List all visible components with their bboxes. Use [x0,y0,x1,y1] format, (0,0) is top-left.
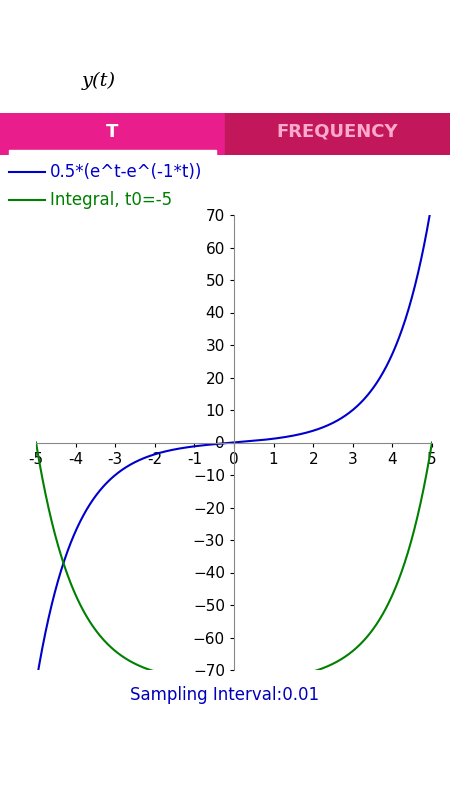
Text: ○: ○ [216,750,234,770]
Bar [0,113,225,155]
Text: ◁: ◁ [150,750,165,770]
Text: □: □ [284,751,301,769]
Text: Integral, t0=-5: Integral, t0=-5 [50,191,171,209]
Text: FREQUENCY: FREQUENCY [277,123,398,141]
Text: 70%  04:43: 70% 04:43 [380,30,441,41]
Text: T: T [106,123,119,141]
Bar [225,113,450,155]
Text: y(t): y(t) [82,71,116,90]
Text: 0.5*(e^t-e^(-1*t)): 0.5*(e^t-e^(-1*t)) [50,163,202,181]
Bar [9,150,216,155]
Text: Sampling Interval:0.01: Sampling Interval:0.01 [130,686,320,704]
